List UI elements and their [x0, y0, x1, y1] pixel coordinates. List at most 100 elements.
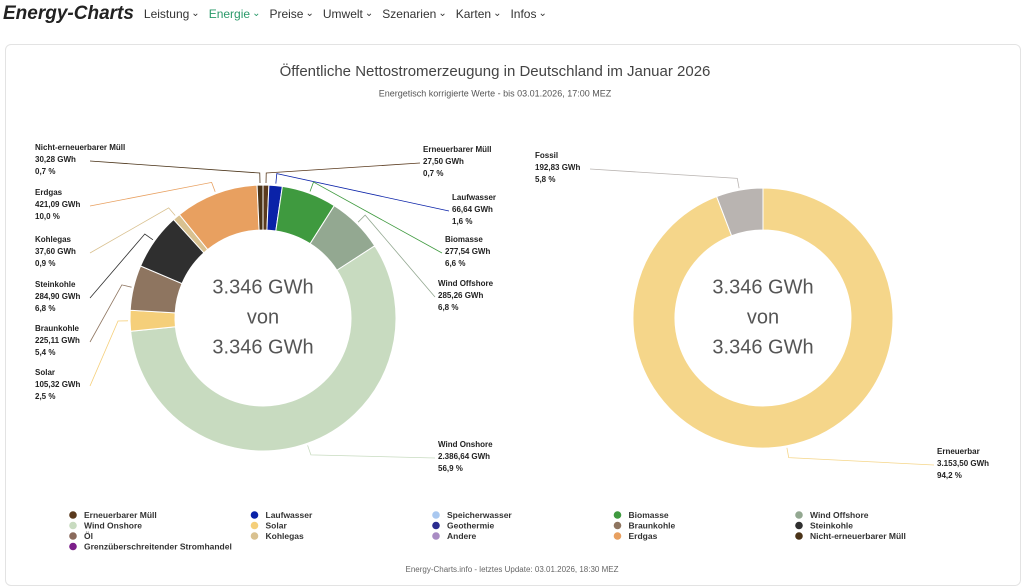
- legend-marker: [613, 532, 622, 540]
- legend-label: Öl: [84, 531, 93, 541]
- legend-label: Solar: [266, 520, 288, 530]
- slice-label-name: Erdgas: [35, 188, 63, 197]
- legend-marker: [250, 521, 259, 530]
- legend-marker: [69, 532, 77, 540]
- legend-item[interactable]: Öl: [69, 531, 93, 541]
- slice: [256, 184, 264, 231]
- nav-item[interactable]: Infos: [510, 7, 546, 21]
- slice-label-percent: 6,6 %: [445, 259, 465, 268]
- slice-label-value: 30,28 GWh: [35, 155, 76, 164]
- legend-item[interactable]: Kohlegas: [250, 531, 305, 541]
- legend-marker: [69, 542, 77, 551]
- legend-label: Biomasse: [629, 510, 669, 520]
- leader-line: [89, 284, 132, 343]
- center-text: 3.346 GWh: [712, 336, 813, 358]
- slice-label-name: Fossil: [535, 151, 558, 160]
- slice-label-value: 37,60 GWh: [35, 247, 76, 256]
- center-text: von: [247, 306, 279, 328]
- legend-item[interactable]: Steinkohle: [795, 520, 853, 530]
- legend-item[interactable]: Biomasse: [613, 510, 669, 520]
- slice-label-value: 421,09 GWh: [35, 200, 80, 209]
- nav-item[interactable]: Leistung: [144, 7, 200, 21]
- legend-item[interactable]: Erneuerbarer Müll: [69, 510, 157, 520]
- slice-label-name: Laufwasser: [452, 193, 496, 202]
- logo[interactable]: Energy-Charts: [3, 3, 134, 24]
- legend-item[interactable]: Geothermie: [432, 520, 495, 530]
- legend-marker: [613, 511, 622, 519]
- legend-marker: [432, 521, 440, 530]
- nav-item[interactable]: Preise: [269, 7, 313, 21]
- legend-label: Andere: [447, 531, 477, 541]
- slice: [716, 187, 764, 237]
- slice-label-value: 277,54 GWh: [445, 247, 490, 256]
- legend-item[interactable]: Solar: [250, 520, 288, 530]
- slice-label-name: Kohlegas: [35, 235, 72, 244]
- legend-label: Erneuerbarer Müll: [84, 510, 157, 520]
- slice-label-percent: 94,2 %: [937, 471, 962, 480]
- slice-label-percent: 2,5 %: [35, 392, 55, 401]
- center-text: 3.346 GWh: [712, 276, 813, 298]
- slice-label-percent: 1,6 %: [452, 217, 472, 226]
- legend-item[interactable]: Erdgas: [613, 531, 658, 541]
- legend-item[interactable]: Braunkohle: [613, 520, 676, 530]
- slice-label-percent: 0,7 %: [35, 167, 55, 176]
- legend-marker: [69, 521, 77, 530]
- nav-item[interactable]: Szenarien: [382, 7, 446, 21]
- legend-label: Nicht-erneuerbarer Müll: [810, 531, 906, 541]
- nav-bar: Energy-Charts Leistung Energie Preise Umwel…: [0, 0, 1024, 28]
- leader-line: [89, 233, 154, 299]
- slice-label-percent: 5,8 %: [535, 175, 555, 184]
- nav-item[interactable]: Umwelt: [323, 7, 373, 21]
- slice: [632, 187, 894, 449]
- chart-subtitle: Energetisch korrigierte Werte - bis 03.0…: [379, 88, 612, 98]
- slice-label-name: Braunkohle: [35, 324, 80, 333]
- legend-marker: [250, 511, 259, 519]
- slice-label-value: 225,11 GWh: [35, 336, 80, 345]
- legend-marker: [69, 511, 77, 519]
- slice-label-percent: 0,7 %: [423, 169, 443, 178]
- slice-label-name: Wind Onshore: [438, 440, 493, 449]
- slice-label-percent: 6,8 %: [35, 304, 55, 313]
- legend-item[interactable]: Grenzüberschreitender Stromhandel: [69, 541, 232, 551]
- legend-item[interactable]: Wind Onshore: [69, 520, 142, 530]
- legend-label: Speicherwasser: [447, 510, 512, 520]
- slice-label-name: Biomasse: [445, 235, 483, 244]
- slice-label-percent: 6,8 %: [438, 303, 458, 312]
- slice-label-percent: 0,9 %: [35, 259, 55, 268]
- slice: [130, 245, 397, 452]
- leader-line: [307, 445, 436, 459]
- legend-marker: [795, 511, 803, 519]
- leader-line: [589, 168, 740, 189]
- slice-label-value: 27,50 GWh: [423, 157, 464, 166]
- legend-marker: [795, 521, 803, 530]
- footer: Energy-Charts.info - letztes Update: 03.…: [405, 565, 618, 574]
- slice-label-value: 284,90 GWh: [35, 292, 80, 301]
- legend-label: Wind Onshore: [84, 520, 142, 530]
- legend-item[interactable]: Laufwasser: [250, 510, 313, 520]
- legend-label: Wind Offshore: [810, 510, 869, 520]
- slice-label-name: Solar: [35, 368, 55, 377]
- legend-label: Grenzüberschreitender Stromhandel: [84, 541, 232, 551]
- legend-item[interactable]: Speicherwasser: [432, 510, 512, 520]
- legend-item[interactable]: Andere: [432, 531, 477, 541]
- legend-item[interactable]: Nicht-erneuerbarer Müll: [795, 531, 906, 541]
- legend-item[interactable]: Wind Offshore: [795, 510, 869, 520]
- slice-label-percent: 5,4 %: [35, 348, 55, 357]
- legend-marker: [250, 532, 259, 540]
- legend-marker: [432, 511, 440, 519]
- nav-item[interactable]: Karten: [456, 7, 502, 21]
- legend-label: Laufwasser: [266, 510, 313, 520]
- legend-label: Kohlegas: [266, 531, 305, 541]
- nav-item[interactable]: Energie: [209, 7, 261, 21]
- leader-line: [309, 181, 443, 254]
- legend-label: Erdgas: [629, 531, 658, 541]
- leader-line: [89, 320, 129, 387]
- legend-marker: [795, 532, 803, 540]
- leader-line: [357, 214, 436, 298]
- slice-label-name: Nicht-erneuerbarer Müll: [35, 143, 125, 152]
- leader-line: [89, 181, 216, 207]
- leader-line: [89, 207, 176, 254]
- center-text: 3.346 GWh: [212, 276, 313, 298]
